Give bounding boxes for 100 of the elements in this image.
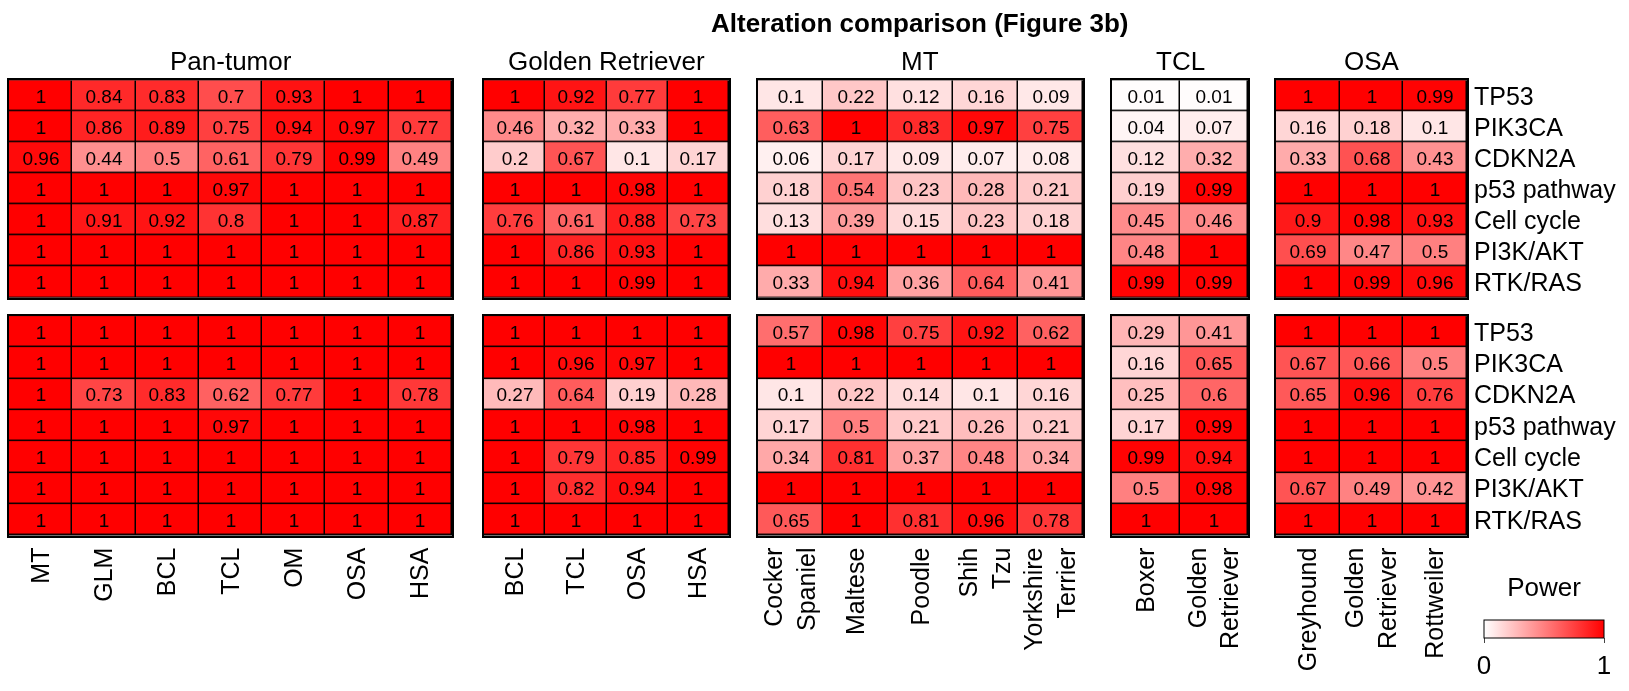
y-tick-label: Cell cycle <box>1474 205 1581 234</box>
data-label: 0.65 <box>1195 352 1233 374</box>
x-tick-label: Boxer <box>1131 547 1160 613</box>
y-tick-label: TP53 <box>1474 317 1534 346</box>
data-label: 0.75 <box>902 321 940 343</box>
data-label: 0.65 <box>1289 383 1327 405</box>
data-label: 1 <box>35 383 47 405</box>
data-label: 0.04 <box>1127 116 1165 138</box>
data-label: 1 <box>1302 271 1314 293</box>
x-tick-label: BCL <box>152 547 181 597</box>
data-label: 0.86 <box>85 116 123 138</box>
data-label: 1 <box>1302 415 1314 437</box>
data-label: 1 <box>288 321 300 343</box>
data-label: 0.67 <box>1289 352 1327 374</box>
chart-title: OSA <box>1344 46 1400 76</box>
data-label: 1 <box>414 321 426 343</box>
data-label: 1 <box>351 85 363 107</box>
data-label: 0.09 <box>1032 85 1070 107</box>
data-label: 1 <box>351 352 363 374</box>
data-label: 0.33 <box>772 271 810 293</box>
data-label: 1 <box>570 415 582 437</box>
data-label: 1 <box>1045 477 1057 499</box>
data-label: 0.97 <box>967 116 1005 138</box>
data-label: 0.94 <box>1195 446 1233 468</box>
data-label: 1 <box>288 415 300 437</box>
x-tick-label: Maltese <box>840 547 869 636</box>
data-label: 0.22 <box>837 85 875 107</box>
data-label: 1 <box>915 477 927 499</box>
data-label: 0.16 <box>1127 352 1165 374</box>
data-label: 1 <box>850 509 862 531</box>
data-label: 0.41 <box>1195 321 1233 343</box>
data-label: 1 <box>692 477 704 499</box>
data-label: 0.5 <box>1132 477 1160 499</box>
data-label: 1 <box>509 240 521 262</box>
data-label: 1 <box>509 271 521 293</box>
x-tick-label: OSA <box>342 547 371 601</box>
data-label: 0.41 <box>1032 271 1070 293</box>
data-label: 0.1 <box>777 383 805 405</box>
data-label: 0.83 <box>148 383 186 405</box>
y-tick-label: Cell cycle <box>1474 442 1581 471</box>
data-label: 0.99 <box>1195 271 1233 293</box>
data-label: 1 <box>570 321 582 343</box>
y-tick-label: p53 pathway <box>1474 174 1617 203</box>
y-tick-label: PI3K/AKT <box>1474 474 1584 503</box>
data-label: 1 <box>225 477 237 499</box>
data-label: 0.01 <box>1195 85 1233 107</box>
data-label: 1 <box>161 321 173 343</box>
x-tick-label: Greyhound <box>1292 547 1321 672</box>
data-label: 1 <box>509 352 521 374</box>
data-label: 0.18 <box>1032 209 1070 231</box>
data-label: 1 <box>35 85 47 107</box>
data-label: 0.1 <box>1421 116 1449 138</box>
data-label: 1 <box>98 178 110 200</box>
data-label: 1 <box>692 85 704 107</box>
data-label: 1 <box>98 509 110 531</box>
data-label: 0.2 <box>501 147 529 169</box>
data-label: 1 <box>1302 446 1314 468</box>
data-label: 1 <box>1208 240 1220 262</box>
data-label: 1 <box>225 446 237 468</box>
data-label: 0.61 <box>557 209 595 231</box>
data-label: 1 <box>850 116 862 138</box>
data-label: 0.97 <box>618 352 656 374</box>
data-label: 0.91 <box>85 209 123 231</box>
data-label: 0.75 <box>1032 116 1070 138</box>
data-label: 0.46 <box>1195 209 1233 231</box>
data-label: 0.98 <box>1195 477 1233 499</box>
data-label: 0.76 <box>496 209 534 231</box>
data-label: 1 <box>351 446 363 468</box>
data-label: 1 <box>288 509 300 531</box>
data-label: 0.6 <box>1200 383 1228 405</box>
data-label: 0.99 <box>1127 446 1165 468</box>
data-label: 0.22 <box>837 383 875 405</box>
data-label: 0.82 <box>557 477 595 499</box>
data-label: 1 <box>915 352 927 374</box>
data-label: 0.94 <box>837 271 875 293</box>
data-label: 0.13 <box>772 209 810 231</box>
x-tick-label: TCL <box>561 547 590 595</box>
data-label: 1 <box>288 178 300 200</box>
data-label: 1 <box>692 240 704 262</box>
x-tick-label: Golden Retriever <box>1340 547 1401 649</box>
data-label: 0.99 <box>679 446 717 468</box>
x-tick-label: OSA <box>622 547 651 601</box>
data-label: 0.88 <box>618 209 656 231</box>
data-label: 1 <box>1429 321 1441 343</box>
data-label: 1 <box>414 446 426 468</box>
data-label: 0.5 <box>1421 352 1449 374</box>
data-label: 0.79 <box>557 446 595 468</box>
data-label: 1 <box>351 240 363 262</box>
data-label: 0.62 <box>1032 321 1070 343</box>
data-label: 0.1 <box>972 383 1000 405</box>
data-label: 0.5 <box>842 415 870 437</box>
data-label: 0.83 <box>902 116 940 138</box>
data-label: 1 <box>692 271 704 293</box>
data-label: 1 <box>1366 509 1378 531</box>
data-label: 0.08 <box>1032 147 1070 169</box>
chart-title: Pan-tumor <box>170 46 292 76</box>
x-tick-label: GLM <box>89 547 118 602</box>
data-label: 1 <box>1366 446 1378 468</box>
data-label: 1 <box>288 240 300 262</box>
data-label: 0.79 <box>275 147 313 169</box>
